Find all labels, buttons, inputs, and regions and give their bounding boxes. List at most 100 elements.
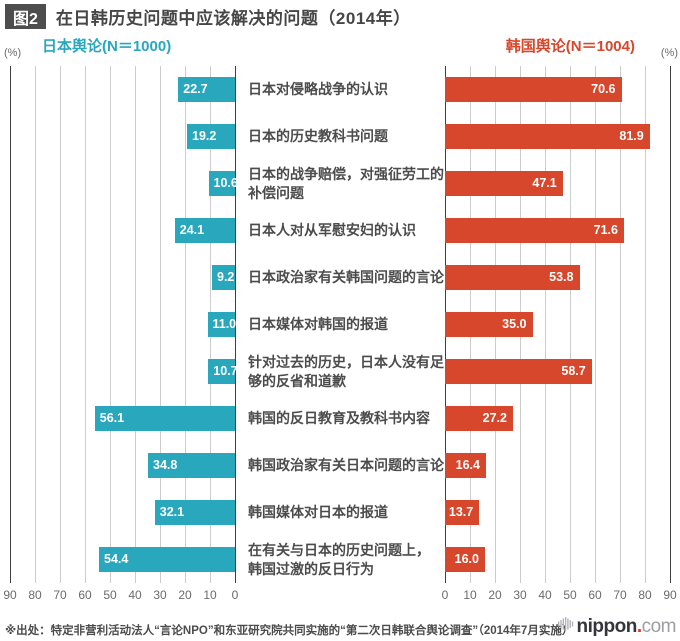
axis-tick: 40	[128, 588, 142, 602]
axis-tick: 80	[638, 588, 652, 602]
figure-header: 图2 在日韩历史问题中应该解决的问题（2014年）	[5, 4, 411, 29]
japan-bar: 10.7	[208, 359, 238, 384]
gridline	[185, 66, 186, 583]
logo-dot: .	[636, 616, 642, 637]
legend-japan: 日本舆论(N＝1000)	[42, 38, 172, 55]
gridline	[570, 66, 571, 583]
category-label: 日本人对从军慰安妇的认识	[248, 222, 416, 239]
category-label: 针对过去的历史，日本人没有足 够的反省和道歉	[248, 354, 444, 389]
nippon-wave-icon	[557, 615, 577, 639]
japan-bar: 19.2	[187, 124, 235, 149]
chart-row: 9.2 53.8 日本政治家有关韩国问题的言论	[0, 254, 680, 301]
korea-bar: 70.6	[445, 77, 622, 102]
axis-tick-labels: 90 80 70 60 50 40 30 20 10 0 0 10 20 30 40 50 60 70 80 90	[0, 588, 680, 603]
japan-bar: 54.4	[99, 547, 235, 572]
japan-bar: 11.0	[207, 312, 237, 337]
category-label: 在有关与日本的历史问题上， 韩国过激的反日行为	[248, 542, 430, 577]
gridline	[10, 66, 11, 583]
axis-tick: 20	[488, 588, 502, 602]
category-label: 韩国的反日教育及教科书内容	[248, 410, 430, 427]
unit-label-right: (%)	[660, 47, 678, 59]
korea-bar: 47.1	[445, 171, 563, 196]
korea-bar: 35.0	[445, 312, 533, 337]
japan-bar: 24.1	[174, 218, 235, 243]
chart-row: 11.0 35.0 日本媒体对韩国的报道	[0, 301, 680, 348]
axis-tick: 60	[78, 588, 92, 602]
japan-bar: 34.8	[148, 453, 235, 478]
bar-value: 70.6	[591, 82, 616, 96]
axis-tick: 0	[231, 588, 239, 602]
chart-row: 22.7 70.6 日本对侵略战争的认识	[0, 66, 680, 113]
axis-tick: 60	[588, 588, 602, 602]
korea-bar: 81.9	[445, 124, 650, 149]
chart-row: 24.1 71.6 日本人对从军慰安妇的认识	[0, 207, 680, 254]
axis-tick: 10	[203, 588, 217, 602]
gridline	[160, 66, 161, 583]
bar-value: 56.1	[99, 411, 125, 425]
axis-tick: 90	[663, 588, 677, 602]
bar-value: 34.8	[153, 458, 178, 472]
axis-tick: 70	[53, 588, 67, 602]
gridline	[60, 66, 61, 583]
axis-tick: 80	[28, 588, 42, 602]
japan-bar: 10.6	[208, 171, 238, 196]
category-label: 日本政治家有关韩国问题的言论	[248, 269, 444, 286]
bar-value: 10.7	[213, 364, 238, 378]
axis-tick: 50	[563, 588, 577, 602]
category-label: 日本的战争赔偿，对强征劳工的 补偿问题	[248, 166, 444, 201]
category-label: 日本对侵略战争的认识	[248, 81, 388, 98]
gridline	[670, 66, 671, 583]
gridline	[645, 66, 646, 583]
gridline	[35, 66, 36, 583]
bar-value: 16.0	[454, 552, 479, 566]
category-label: 韩国媒体对日本的报道	[248, 504, 388, 521]
japan-bar: 56.1	[94, 406, 235, 431]
gridline	[620, 66, 621, 583]
page-title: 在日韩历史问题中应该解决的问题（2014年）	[55, 9, 411, 28]
category-label: 韩国政治家有关日本问题的言论	[248, 457, 444, 474]
axis-tick: 50	[103, 588, 117, 602]
source-note: ※出处：特定非营利活动法人“言论NPO”和东亚研究院共同实施的“第二次日韩联合舆…	[5, 625, 574, 637]
bar-value: 11.0	[212, 317, 237, 331]
unit-label-left: (%)	[4, 47, 22, 59]
axis-tick: 10	[463, 588, 477, 602]
bar-value: 24.1	[179, 223, 205, 237]
gridline	[235, 66, 236, 583]
korea-bar: 16.0	[445, 547, 485, 572]
bar-value: 9.2	[217, 270, 235, 284]
diverging-bar-chart: 22.7 70.6 日本对侵略战争的认识 19.2 81.9 日本的历史教科书问题 10.6…	[0, 66, 680, 583]
gridline	[595, 66, 596, 583]
gridline	[85, 66, 86, 583]
japan-bar: 9.2	[212, 265, 235, 290]
bar-value: 71.6	[593, 223, 618, 237]
chart-row: 19.2 81.9 日本的历史教科书问题	[0, 113, 680, 160]
logo-name: nippon	[576, 616, 638, 637]
chart-row: 10.6 47.1 日本的战争赔偿，对强征劳工的 补偿问题	[0, 160, 680, 207]
axis-tick: 0	[441, 588, 449, 602]
axis-tick: 70	[613, 588, 627, 602]
legend-korea: 韩国舆论(N＝1004)	[505, 38, 635, 55]
category-label: 日本的历史教科书问题	[248, 128, 388, 145]
chart-row: 10.7 58.7 针对过去的历史，日本人没有足 够的反省和道歉	[0, 348, 680, 395]
chart-row: 54.4 16.0 在有关与日本的历史问题上， 韩国过激的反日行为	[0, 536, 680, 583]
korea-bar: 13.7	[445, 500, 480, 525]
nippon-com-logo: nippon. com	[557, 615, 677, 639]
bar-value: 19.2	[192, 129, 217, 143]
japan-bar: 32.1	[154, 500, 235, 525]
logo-tld: com	[641, 616, 677, 637]
korea-bar: 58.7	[445, 359, 592, 384]
chart-row: 32.1 13.7 韩国媒体对日本的报道	[0, 489, 680, 536]
bar-value: 53.8	[549, 270, 574, 284]
bar-value: 58.7	[561, 364, 586, 378]
figure-number-badge: 图2	[5, 4, 46, 29]
korea-bar: 71.6	[445, 218, 624, 243]
bar-value: 10.6	[213, 176, 238, 190]
axis-tick: 20	[178, 588, 192, 602]
korea-bar: 16.4	[445, 453, 486, 478]
korea-bar: 27.2	[445, 406, 513, 431]
bar-value: 32.1	[159, 505, 185, 519]
axis-tick: 40	[538, 588, 552, 602]
bar-value: 81.9	[619, 129, 644, 143]
gridline	[545, 66, 546, 583]
